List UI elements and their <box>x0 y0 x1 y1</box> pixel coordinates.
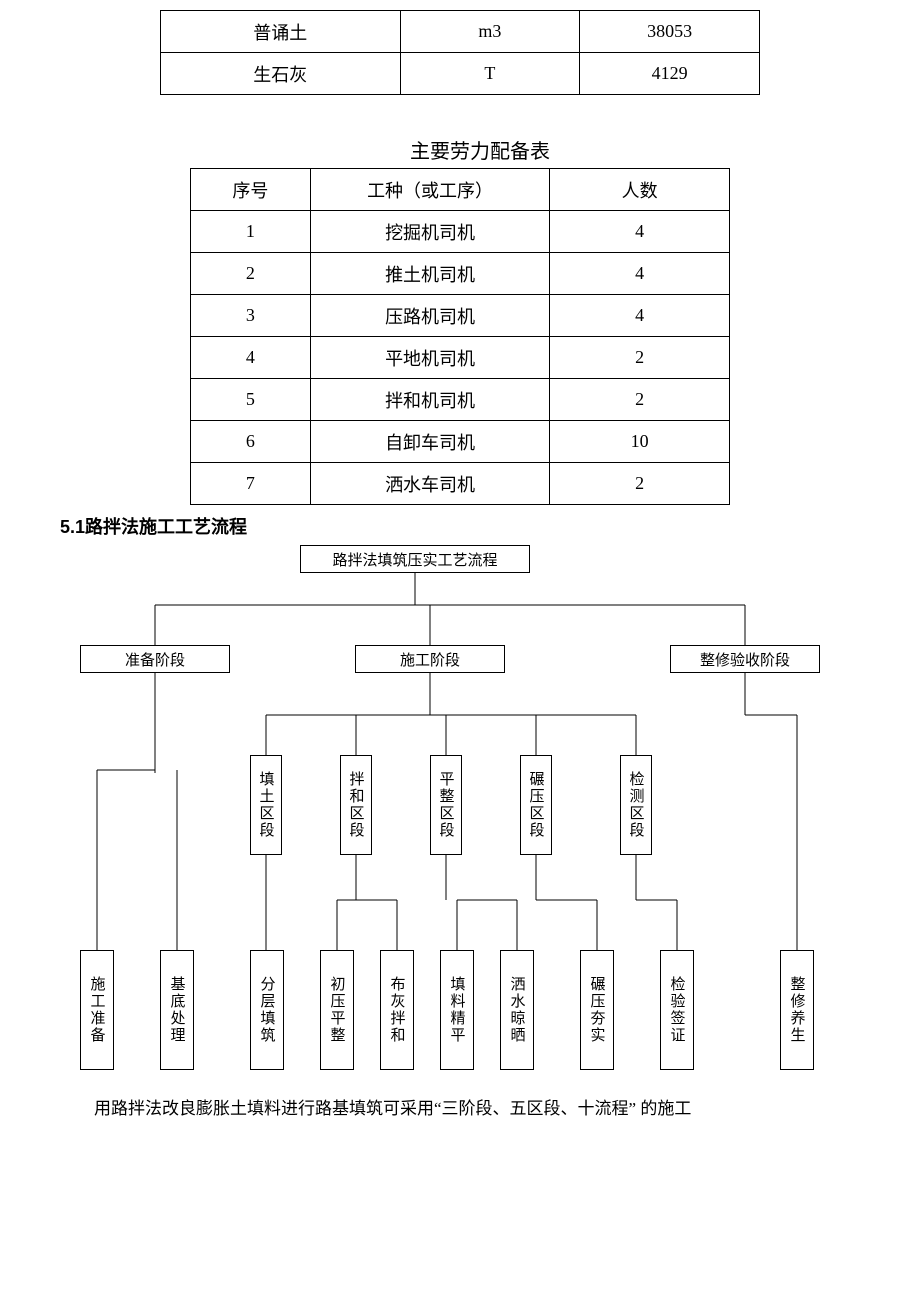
body-paragraph: 用路拌法改良膨胀土填料进行路基填筑可采用“三阶段、五区段、十流程” 的施工 <box>0 1085 920 1122</box>
flow-node-s1: 准备阶段 <box>80 645 230 673</box>
table-row: 5 拌和机司机 2 <box>191 379 730 421</box>
process-flowchart: 路拌法填筑压实工艺流程准备阶段 施工阶段 整修验收阶段填土区段 拌和区段 平整区段 碾压区… <box>60 545 860 1085</box>
flow-node-z1: 填土区段 <box>250 755 282 855</box>
cell-count: 10 <box>550 421 730 463</box>
cell-count: 4 <box>550 253 730 295</box>
header-role: 工种（或工序） <box>310 169 550 211</box>
cell-count: 2 <box>550 379 730 421</box>
labor-table-title: 主要劳力配备表 <box>0 135 920 164</box>
cell-role: 推土机司机 <box>310 253 550 295</box>
flow-node-z4: 碾压区段 <box>520 755 552 855</box>
cell-index: 5 <box>191 379 311 421</box>
cell-role: 自卸车司机 <box>310 421 550 463</box>
cell-material: 普诵土 <box>161 11 401 53</box>
cell-role: 洒水车司机 <box>310 463 550 505</box>
cell-count: 4 <box>550 295 730 337</box>
header-count: 人数 <box>550 169 730 211</box>
flow-node-l9: 检验签证 <box>660 950 694 1070</box>
cell-role: 挖掘机司机 <box>310 211 550 253</box>
cell-material: 生石灰 <box>161 53 401 95</box>
flow-node-l8: 碾压夯实 <box>580 950 614 1070</box>
cell-index: 3 <box>191 295 311 337</box>
labor-table: 序号 工种（或工序） 人数 1 挖掘机司机 4 2 推土机司机 4 3 压路机司… <box>190 168 730 505</box>
flow-node-l4: 初压平整 <box>320 950 354 1070</box>
table-row: 4 平地机司机 2 <box>191 337 730 379</box>
table-row: 生石灰 T 4129 <box>161 53 760 95</box>
section-heading: 5.1路拌法施工工艺流程 <box>0 513 920 539</box>
flow-node-l3: 分层填筑 <box>250 950 284 1070</box>
flow-node-root: 路拌法填筑压实工艺流程 <box>300 545 530 573</box>
table-row: 1 挖掘机司机 4 <box>191 211 730 253</box>
flow-node-l1: 施工准备 <box>80 950 114 1070</box>
cell-unit: T <box>400 53 580 95</box>
materials-table: 普诵土 m3 38053 生石灰 T 4129 <box>160 10 760 95</box>
flow-node-l6: 填料精平 <box>440 950 474 1070</box>
cell-index: 6 <box>191 421 311 463</box>
table-row: 普诵土 m3 38053 <box>161 11 760 53</box>
table-row: 2 推土机司机 4 <box>191 253 730 295</box>
cell-index: 4 <box>191 337 311 379</box>
table-row: 6 自卸车司机 10 <box>191 421 730 463</box>
flow-node-s3: 整修验收阶段 <box>670 645 820 673</box>
cell-role: 平地机司机 <box>310 337 550 379</box>
flow-node-z5: 检测区段 <box>620 755 652 855</box>
flow-node-z2: 拌和区段 <box>340 755 372 855</box>
flow-node-l5: 布灰拌和 <box>380 950 414 1070</box>
cell-count: 2 <box>550 463 730 505</box>
cell-role: 拌和机司机 <box>310 379 550 421</box>
table-row: 3 压路机司机 4 <box>191 295 730 337</box>
flow-node-z3: 平整区段 <box>430 755 462 855</box>
cell-role: 压路机司机 <box>310 295 550 337</box>
flow-node-s2: 施工阶段 <box>355 645 505 673</box>
cell-amount: 4129 <box>580 53 760 95</box>
cell-index: 7 <box>191 463 311 505</box>
table-row: 7 洒水车司机 2 <box>191 463 730 505</box>
flow-node-l2: 基底处理 <box>160 950 194 1070</box>
cell-count: 2 <box>550 337 730 379</box>
flow-node-l10: 整修养生 <box>780 950 814 1070</box>
cell-amount: 38053 <box>580 11 760 53</box>
cell-unit: m3 <box>400 11 580 53</box>
cell-index: 2 <box>191 253 311 295</box>
header-index: 序号 <box>191 169 311 211</box>
cell-count: 4 <box>550 211 730 253</box>
table-header-row: 序号 工种（或工序） 人数 <box>191 169 730 211</box>
cell-index: 1 <box>191 211 311 253</box>
flow-node-l7: 洒水晾晒 <box>500 950 534 1070</box>
